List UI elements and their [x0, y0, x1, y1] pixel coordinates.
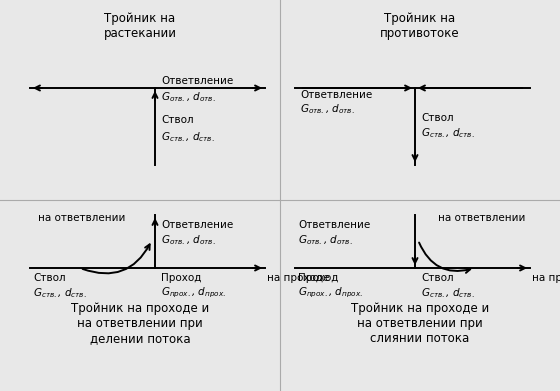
Text: Тройник на проходе и
на ответвлении при
делении потока: Тройник на проходе и на ответвлении при …: [71, 302, 209, 345]
Text: $G_{ств.}$, $d_{ств.}$: $G_{ств.}$, $d_{ств.}$: [33, 286, 87, 300]
Text: Ствол: Ствол: [421, 273, 454, 283]
Text: Ствол: Ствол: [33, 273, 66, 283]
Text: Ответвление: Ответвление: [161, 76, 234, 86]
Text: Тройник на
противотоке: Тройник на противотоке: [380, 12, 460, 40]
Text: $G_{отв.}$, $d_{отв.}$: $G_{отв.}$, $d_{отв.}$: [300, 102, 354, 116]
Text: Проход: Проход: [161, 273, 202, 283]
Text: $G_{отв.}$, $d_{отв.}$: $G_{отв.}$, $d_{отв.}$: [161, 90, 216, 104]
FancyArrowPatch shape: [83, 244, 150, 273]
Text: Проход: Проход: [298, 273, 338, 283]
Text: Тройник на проходе и
на ответвлении при
слиянии потока: Тройник на проходе и на ответвлении при …: [351, 302, 489, 345]
Text: на ответвлении: на ответвлении: [437, 213, 525, 223]
Text: Ответвление: Ответвление: [298, 220, 370, 230]
Text: $G_{ств.}$, $d_{ств.}$: $G_{ств.}$, $d_{ств.}$: [421, 126, 475, 140]
Text: Ответвление: Ответвление: [300, 90, 372, 100]
Text: Ответвление: Ответвление: [161, 220, 234, 230]
Text: на проходе: на проходе: [532, 273, 560, 283]
Text: Ствол: Ствол: [161, 115, 194, 125]
Text: на проходе: на проходе: [267, 273, 329, 283]
Text: Ствол: Ствол: [421, 113, 454, 123]
FancyArrowPatch shape: [419, 242, 470, 273]
Text: $G_{ств.}$, $d_{ств.}$: $G_{ств.}$, $d_{ств.}$: [421, 286, 475, 300]
Text: $G_{прох.}$, $d_{прох.}$: $G_{прох.}$, $d_{прох.}$: [298, 286, 363, 300]
Text: на ответвлении: на ответвлении: [38, 213, 125, 223]
Text: $G_{ств.}$, $d_{ств.}$: $G_{ств.}$, $d_{ств.}$: [161, 130, 215, 144]
Text: Тройник на
растекании: Тройник на растекании: [104, 12, 176, 40]
Text: $G_{отв.}$, $d_{отв.}$: $G_{отв.}$, $d_{отв.}$: [161, 233, 216, 247]
Text: $G_{прох.}$, $d_{прох.}$: $G_{прох.}$, $d_{прох.}$: [161, 286, 226, 300]
Text: $G_{отв.}$, $d_{отв.}$: $G_{отв.}$, $d_{отв.}$: [298, 233, 353, 247]
